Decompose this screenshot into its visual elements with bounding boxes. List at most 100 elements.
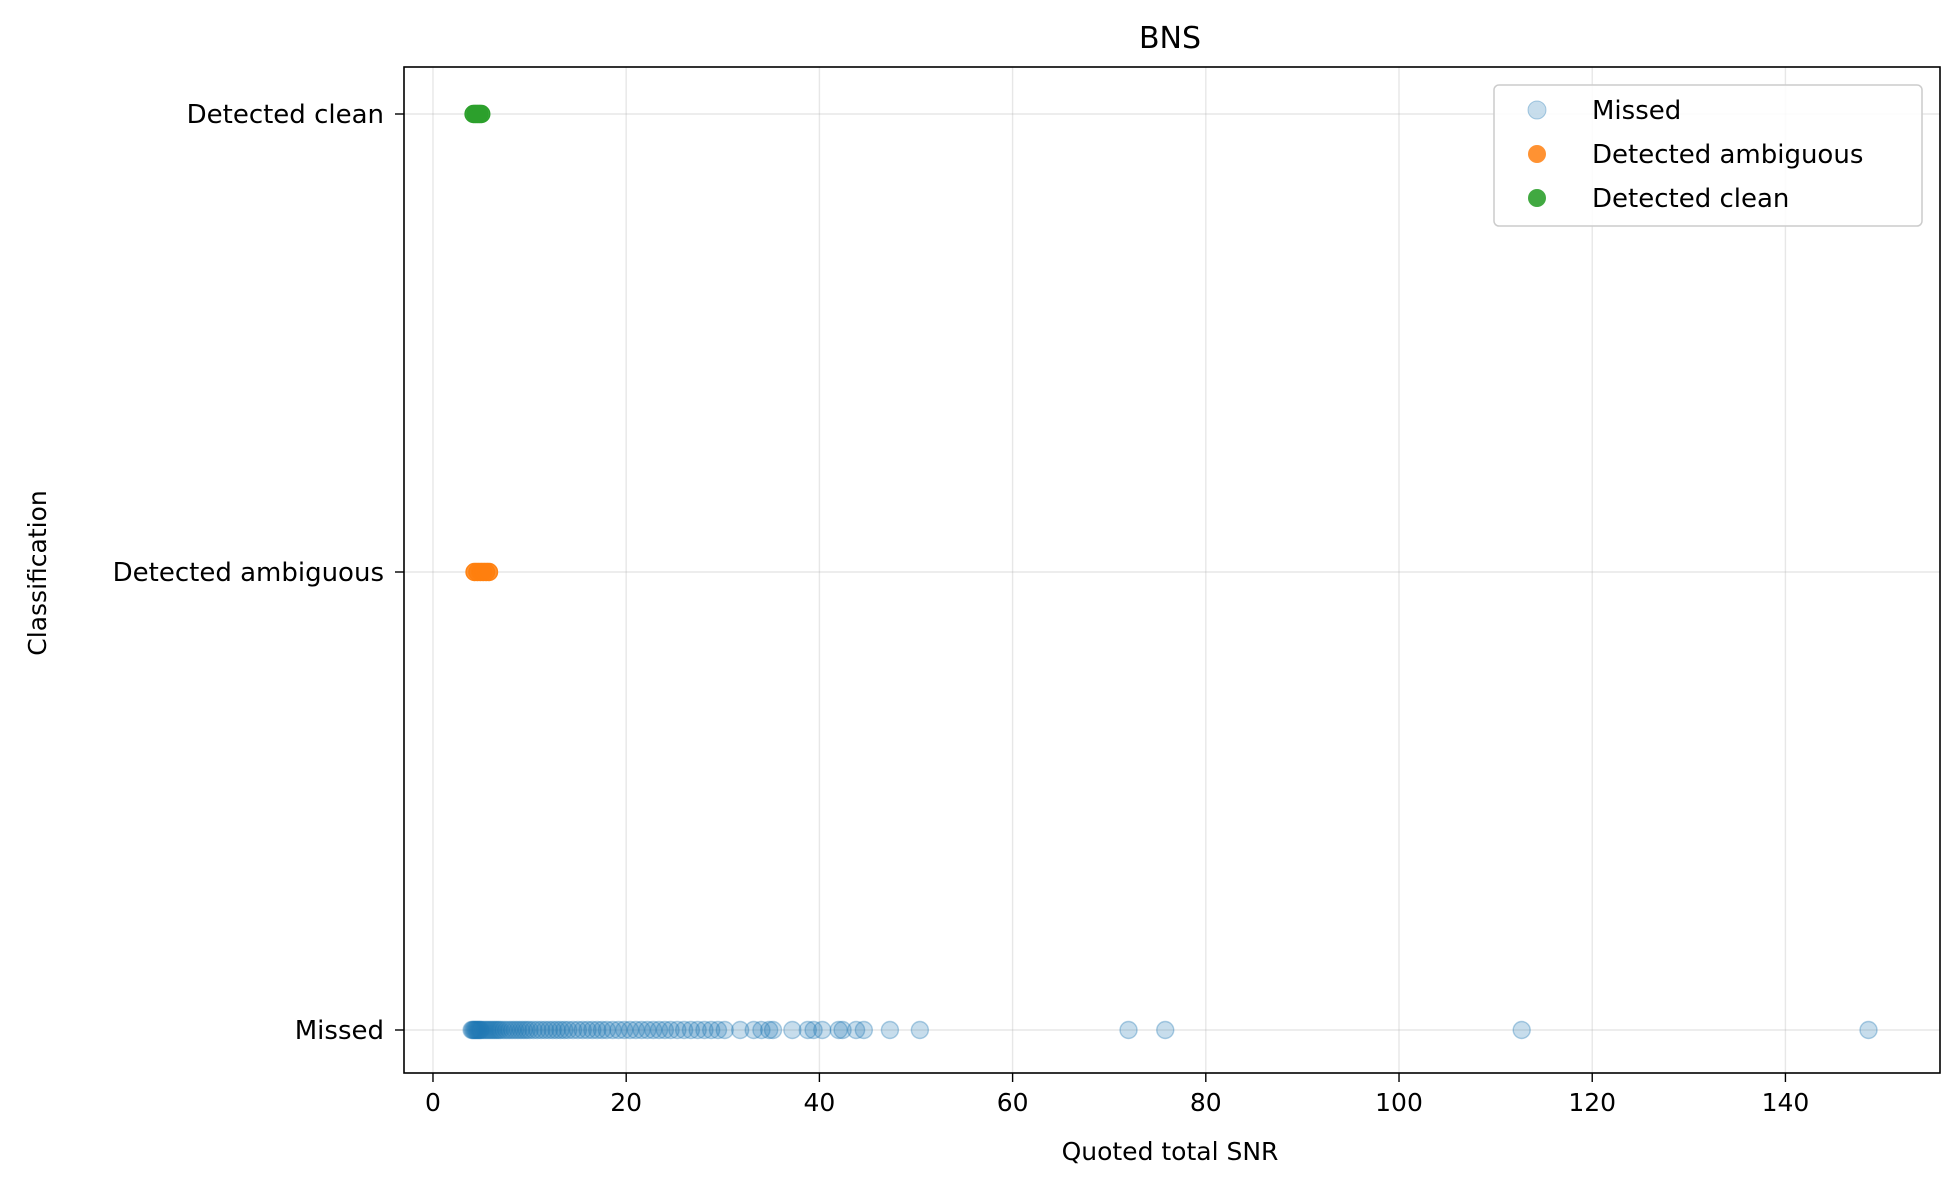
point-missed [813,1020,832,1040]
x-tick-label: 0 [425,1088,441,1117]
point-missed [474,1020,493,1040]
x-tick-label: 20 [610,1088,642,1117]
legend-marker-detected-ambiguous [1528,145,1546,163]
point-missed [854,1020,874,1040]
point-missed [514,1020,533,1040]
legend-label-missed: Missed [1592,96,1681,126]
point-missed [783,1020,802,1040]
point-missed [524,1020,543,1040]
point-missed [620,1020,640,1040]
point-missed [466,1020,485,1040]
point-missed [597,1020,617,1040]
point-missed [573,1020,592,1040]
point-missed [471,1020,490,1040]
point-missed [479,1020,499,1040]
point-missed [688,1020,707,1040]
point-missed [578,1020,597,1040]
point-missed [462,1020,481,1040]
point-missed [632,1020,651,1040]
point-missed [603,1020,622,1040]
point-missed [559,1020,578,1040]
legend-marker-missed [1527,100,1547,120]
point-missed [730,1020,750,1040]
point-missed [469,1020,488,1040]
point-missed [668,1020,687,1040]
point-missed [829,1020,848,1040]
point-missed [465,1020,484,1040]
point-missed [520,1020,539,1040]
point-missed [752,1020,771,1040]
point-missed [1119,1020,1138,1040]
point-missed [511,1020,531,1040]
point-missed [674,1020,694,1040]
point-missed [744,1020,763,1040]
point-missed [763,1020,783,1040]
point-missed [615,1020,634,1040]
y-tick-label: Detected ambiguous [113,558,384,588]
point-missed [487,1020,506,1040]
point-missed [759,1020,779,1040]
point-missed [475,1020,495,1040]
plot-area-frame [403,66,1941,1074]
x-tick-label: 120 [1568,1088,1616,1117]
data-points [462,104,1878,1040]
point-missed [588,1020,607,1040]
point-missed [489,1020,508,1040]
point-missed [472,1020,491,1040]
y-tick-label: Missed [295,1016,384,1046]
point-missed [702,1020,721,1040]
point-missed [555,1020,574,1040]
point-missed [505,1020,525,1040]
point-missed [468,1020,487,1040]
chart-title: BNS [1139,21,1201,56]
point-missed [497,1020,516,1040]
point-missed [528,1020,547,1040]
x-tick-label: 140 [1762,1088,1810,1117]
point-missed [1512,1020,1531,1040]
point-missed [638,1020,657,1040]
point-missed [609,1020,628,1040]
x-tick-label: 40 [803,1088,835,1117]
point-missed [477,1020,497,1040]
point-missed [547,1020,566,1040]
point-missed [502,1020,522,1040]
point-missed [500,1020,519,1040]
point-missed [481,1020,501,1040]
point-missed [517,1020,536,1040]
x-tick-label: 100 [1375,1088,1423,1117]
point-missed [483,1020,503,1040]
point-missed [508,1020,528,1040]
point-missed [543,1020,562,1040]
axis-ticks: 0 20 40 60 80 100 120 140 Missed Detected ambiguo… [113,100,1810,1117]
point-missed [846,1020,866,1040]
point-missed [649,1020,669,1040]
legend-box [1493,84,1923,227]
point-missed [681,1020,701,1040]
point-missed [695,1020,714,1040]
point-missed [470,1020,489,1040]
point-missed [491,1020,510,1040]
legend-label-detected-ambiguous: Detected ambiguous [1592,140,1863,170]
point-missed [583,1020,602,1040]
point-missed [485,1020,505,1040]
y-axis-label: Classification [23,490,52,655]
point-missed [661,1020,680,1040]
point-missed [464,1020,483,1040]
point-missed [1859,1020,1878,1040]
point-missed [494,1020,513,1040]
x-axis-label: Quoted total SNR [1062,1137,1279,1166]
point-missed [1156,1020,1175,1040]
point-detected-clean [472,104,491,124]
point-missed [626,1020,646,1040]
point-missed [563,1020,583,1040]
grid-lines [404,67,1940,1073]
legend-label-detected-clean: Detected clean [1592,184,1789,214]
point-missed [715,1020,734,1040]
legend: Missed Detected ambiguous Detected clean [1493,84,1923,227]
point-missed [708,1020,728,1040]
point-missed [467,1020,486,1040]
point-missed [655,1020,675,1040]
y-tick-label: Detected clean [187,100,384,130]
point-missed [798,1020,818,1040]
